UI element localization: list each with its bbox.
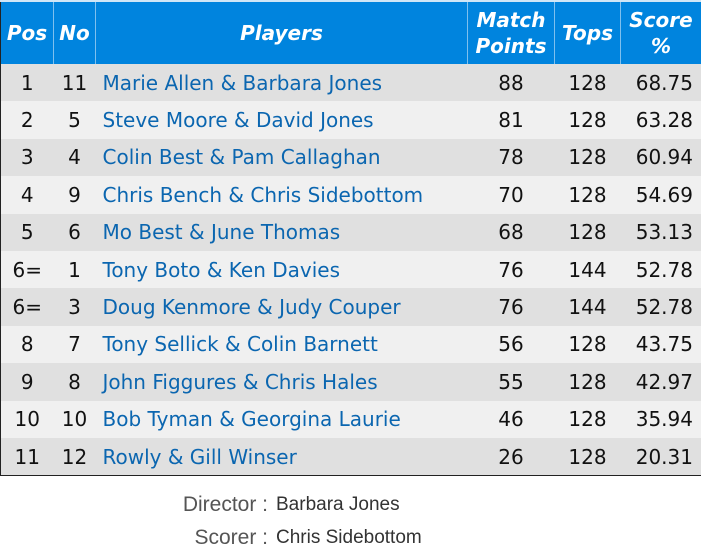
tops-cell: 128 bbox=[555, 101, 621, 138]
header-match-points-line2: Points bbox=[476, 34, 547, 58]
match-points-cell: 55 bbox=[468, 363, 555, 400]
score-cell: 60.94 bbox=[621, 139, 701, 176]
players-link[interactable]: Mo Best & June Thomas bbox=[96, 214, 468, 251]
no-cell: 11 bbox=[54, 64, 96, 101]
tops-cell: 128 bbox=[555, 176, 621, 213]
players-link[interactable]: Chris Bench & Chris Sidebottom bbox=[96, 176, 468, 213]
header-no: No bbox=[54, 1, 96, 64]
match-points-cell: 68 bbox=[468, 214, 555, 251]
no-cell: 3 bbox=[54, 288, 96, 325]
score-cell: 42.97 bbox=[621, 363, 701, 400]
tops-cell: 128 bbox=[555, 438, 621, 476]
header-score-line2: % bbox=[651, 34, 671, 58]
header-match-points-line1: Match bbox=[476, 8, 545, 32]
no-cell: 6 bbox=[54, 214, 96, 251]
pos-cell: 9 bbox=[1, 363, 54, 400]
tops-cell: 144 bbox=[555, 251, 621, 288]
director-name: Barbara Jones bbox=[276, 494, 400, 516]
tops-cell: 128 bbox=[555, 401, 621, 438]
scorer-label: Scorer : bbox=[0, 526, 276, 550]
tops-cell: 128 bbox=[555, 64, 621, 101]
score-cell: 52.78 bbox=[621, 251, 701, 288]
score-cell: 63.28 bbox=[621, 101, 701, 138]
scorer-name: Chris Sidebottom bbox=[276, 527, 422, 549]
tops-cell: 128 bbox=[555, 214, 621, 251]
director-row: Director : Barbara Jones bbox=[0, 488, 701, 521]
tops-cell: 144 bbox=[555, 288, 621, 325]
score-cell: 20.31 bbox=[621, 438, 701, 476]
match-points-cell: 46 bbox=[468, 401, 555, 438]
no-cell: 12 bbox=[54, 438, 96, 476]
match-points-cell: 88 bbox=[468, 64, 555, 101]
pos-cell: 6= bbox=[1, 288, 54, 325]
tops-cell: 128 bbox=[555, 326, 621, 363]
no-cell: 10 bbox=[54, 401, 96, 438]
no-cell: 1 bbox=[54, 251, 96, 288]
players-link[interactable]: Steve Moore & David Jones bbox=[96, 101, 468, 138]
scorer-row: Scorer : Chris Sidebottom bbox=[0, 521, 701, 554]
pos-cell: 3 bbox=[1, 139, 54, 176]
pos-cell: 5 bbox=[1, 214, 54, 251]
pos-cell: 10 bbox=[1, 401, 54, 438]
score-cell: 52.78 bbox=[621, 288, 701, 325]
header-players: Players bbox=[96, 1, 468, 64]
match-points-cell: 56 bbox=[468, 326, 555, 363]
match-points-cell: 26 bbox=[468, 438, 555, 476]
players-link[interactable]: Marie Allen & Barbara Jones bbox=[96, 64, 468, 101]
footer: Director : Barbara Jones Scorer : Chris … bbox=[0, 488, 701, 554]
score-cell: 53.13 bbox=[621, 214, 701, 251]
pos-cell: 4 bbox=[1, 176, 54, 213]
match-points-cell: 70 bbox=[468, 176, 555, 213]
no-cell: 5 bbox=[54, 101, 96, 138]
players-link[interactable]: John Figgures & Chris Hales bbox=[96, 363, 468, 400]
score-cell: 54.69 bbox=[621, 176, 701, 213]
director-label: Director : bbox=[0, 493, 276, 517]
no-cell: 7 bbox=[54, 326, 96, 363]
pos-cell: 8 bbox=[1, 326, 54, 363]
pos-cell: 1 bbox=[1, 64, 54, 101]
pos-cell: 6= bbox=[1, 251, 54, 288]
no-cell: 8 bbox=[54, 363, 96, 400]
pos-cell: 11 bbox=[1, 438, 54, 476]
match-points-cell: 81 bbox=[468, 101, 555, 138]
tops-cell: 128 bbox=[555, 139, 621, 176]
header-tops: Tops bbox=[555, 1, 621, 64]
header-score-line1: Score bbox=[629, 8, 692, 32]
tops-cell: 128 bbox=[555, 363, 621, 400]
match-points-cell: 76 bbox=[468, 251, 555, 288]
pos-cell: 2 bbox=[1, 101, 54, 138]
score-cell: 35.94 bbox=[621, 401, 701, 438]
match-points-cell: 78 bbox=[468, 139, 555, 176]
players-link[interactable]: Tony Boto & Ken Davies bbox=[96, 251, 468, 288]
no-cell: 9 bbox=[54, 176, 96, 213]
header-pos: Pos bbox=[1, 1, 54, 64]
players-link[interactable]: Bob Tyman & Georgina Laurie bbox=[96, 401, 468, 438]
players-link[interactable]: Tony Sellick & Colin Barnett bbox=[96, 326, 468, 363]
header-score: Score% bbox=[621, 1, 701, 64]
players-link[interactable]: Doug Kenmore & Judy Couper bbox=[96, 288, 468, 325]
players-link[interactable]: Colin Best & Pam Callaghan bbox=[96, 139, 468, 176]
players-link[interactable]: Rowly & Gill Winser bbox=[96, 438, 468, 476]
no-cell: 4 bbox=[54, 139, 96, 176]
match-points-cell: 76 bbox=[468, 288, 555, 325]
score-cell: 68.75 bbox=[621, 64, 701, 101]
score-cell: 43.75 bbox=[621, 326, 701, 363]
